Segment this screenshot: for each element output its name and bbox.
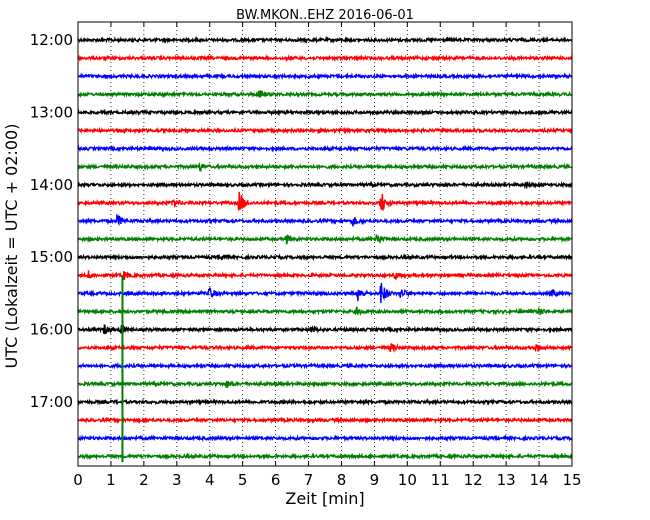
x-tick-label: 4 [205, 471, 215, 489]
y-tick-label: 15:00 [30, 248, 73, 266]
trace-15:00 [77, 253, 573, 262]
y-tick-label: 17:00 [30, 393, 73, 411]
x-tick-label: 13 [497, 471, 516, 489]
x-tick-label: 3 [172, 471, 182, 489]
x-tick-label: 7 [304, 471, 314, 489]
x-tick-label: 6 [271, 471, 281, 489]
y-tick-label: 14:00 [30, 176, 73, 194]
trace-16:30 [77, 361, 573, 370]
y-tick-label: 16:00 [30, 321, 73, 339]
trace-13:00 [77, 108, 573, 117]
trace-13:45 [77, 162, 573, 174]
y-axis-label: UTC (Lokalzeit = UTC + 02:00) [2, 124, 21, 369]
trace-17:15 [77, 416, 573, 425]
traces [77, 35, 573, 461]
x-tick-label: 9 [370, 471, 380, 489]
chart-title: BW.MKON..EHZ 2016-06-01 [236, 8, 414, 23]
x-tick-label: 12 [464, 471, 483, 489]
trace-16:45 [77, 379, 573, 389]
x-tick-label: 0 [73, 471, 83, 489]
x-tick-label: 10 [398, 471, 417, 489]
trace-17:00 [77, 397, 573, 407]
trace-14:00 [77, 180, 573, 189]
trace-12:15 [77, 54, 573, 63]
trace-15:30 [77, 282, 573, 304]
trace-17:45 [77, 452, 573, 461]
trace-13:30 [77, 144, 573, 153]
x-axis-label: Zeit [min] [285, 489, 364, 508]
trace-14:30 [77, 213, 573, 227]
x-tick-label: 2 [139, 471, 149, 489]
trace-15:45 [77, 306, 573, 317]
x-tick-label: 15 [562, 471, 581, 489]
x-tick-label: 1 [106, 471, 116, 489]
y-tick-label: 12:00 [30, 31, 73, 49]
x-tick-label: 14 [530, 471, 549, 489]
trace-13:15 [77, 126, 573, 135]
trace-14:15 [77, 191, 573, 211]
trace-16:15 [77, 343, 573, 353]
trace-12:00 [77, 35, 573, 45]
y-tick-label: 13:00 [30, 103, 73, 121]
ticks: 0 1 2 3 4 5 6 7 8 9 10 11 12 13 14 1512:0013:0014:0015:… [30, 22, 582, 489]
trace-15:15 [77, 270, 573, 281]
trace-17:30 [77, 434, 573, 443]
trace-12:30 [77, 72, 573, 81]
plot-frame [77, 21, 573, 467]
x-tick-label: 5 [238, 471, 248, 489]
trace-12:45 [77, 89, 573, 99]
x-tick-label: 11 [431, 471, 450, 489]
trace-14:45 [77, 234, 573, 245]
x-tick-label: 8 [337, 471, 347, 489]
trace-16:00 [77, 324, 573, 335]
